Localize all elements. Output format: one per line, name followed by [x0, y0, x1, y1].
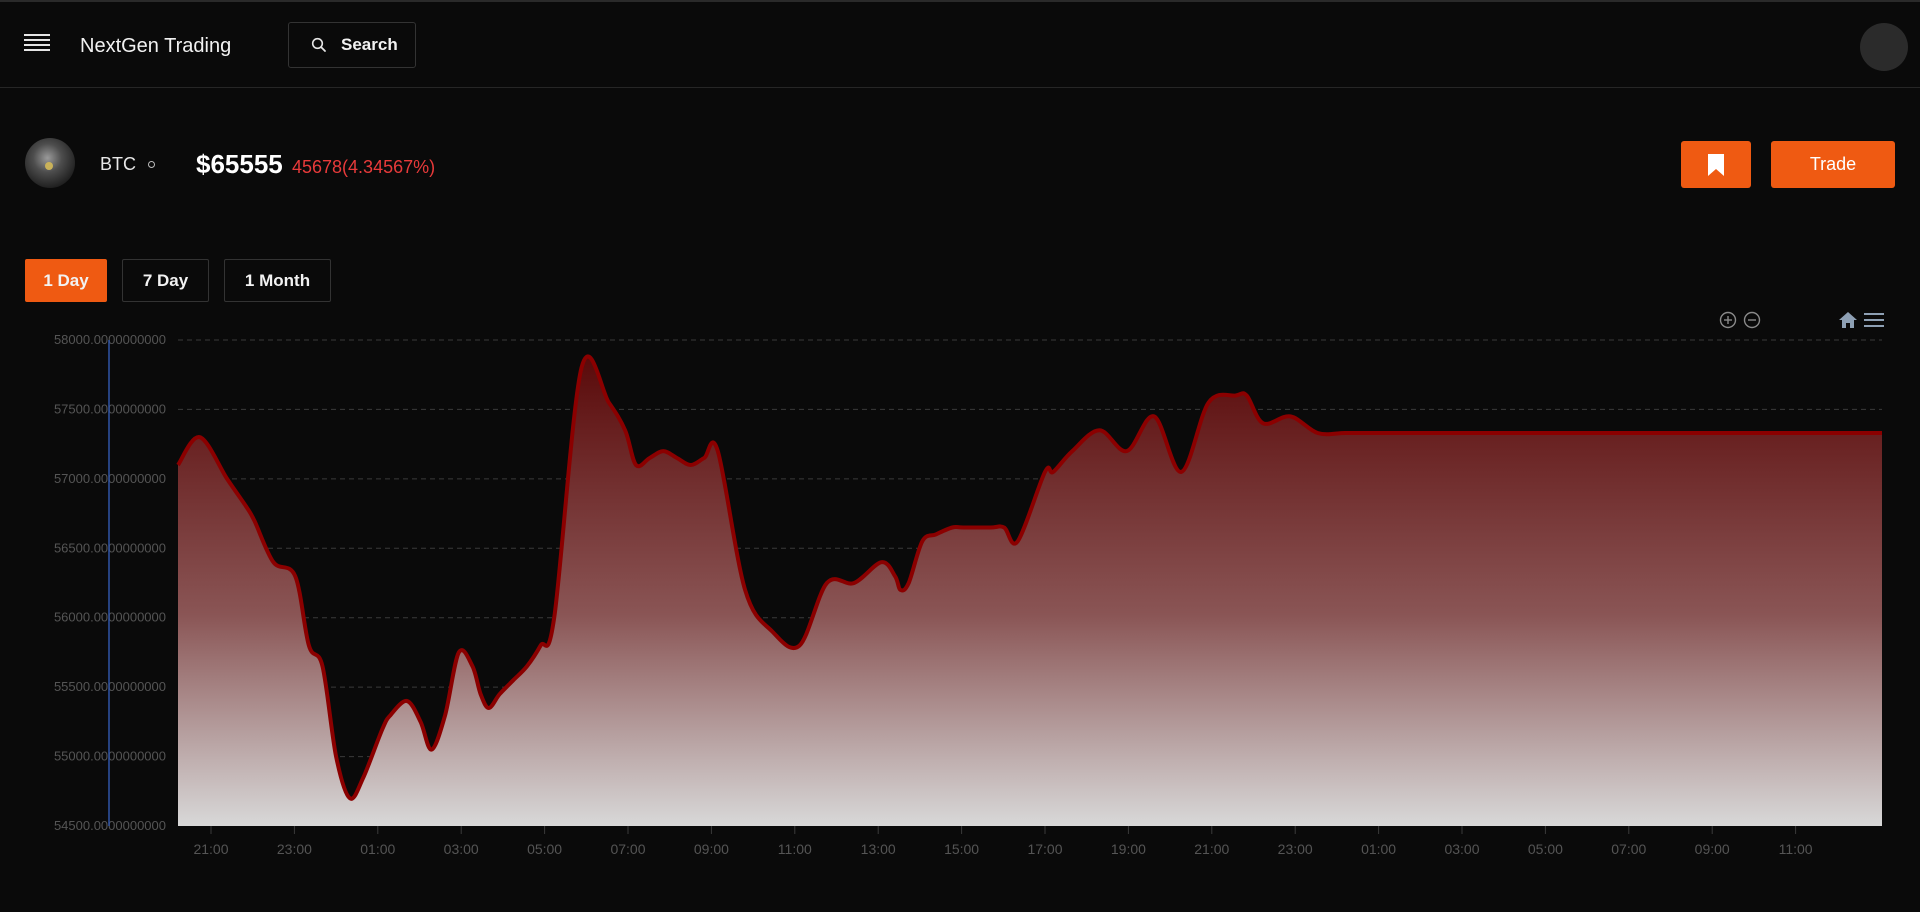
x-tick-label: 11:00 [1779, 841, 1813, 857]
y-tick-label: 56500.0000000000 [54, 540, 166, 555]
x-tick-label: 07:00 [1611, 841, 1646, 857]
price-chart-svg: 58000.0000000000 57500.0000000000 57000.00… [54, 332, 1882, 857]
x-tick-label: 23:00 [277, 841, 312, 857]
x-tick-label: 05:00 [1528, 841, 1563, 857]
bookmark-icon [1708, 153, 1724, 176]
zoom-out-icon[interactable] [1743, 311, 1761, 329]
avatar[interactable] [1860, 23, 1908, 71]
x-tick-label: 19:00 [1111, 841, 1146, 857]
x-tick-label: 07:00 [610, 841, 645, 857]
top-border [0, 0, 1920, 2]
x-tick-label: 01:00 [1361, 841, 1396, 857]
price-area [178, 356, 1882, 826]
coin-symbol: BTC [100, 154, 136, 174]
x-tick-label: 03:00 [444, 841, 479, 857]
x-tick-label: 03:00 [1444, 841, 1479, 857]
tab-1-month[interactable]: 1 Month [224, 259, 331, 302]
y-tick-label: 57500.0000000000 [54, 401, 166, 416]
coin-price: $65555 [196, 149, 283, 179]
price-chart: 58000.0000000000 57500.0000000000 57000.00… [0, 300, 1920, 870]
price-line [176, 354, 1882, 801]
y-tick-label: 56000.0000000000 [54, 610, 166, 625]
bookmark-button[interactable] [1681, 141, 1751, 188]
search-icon [311, 37, 326, 52]
x-tick-label: 23:00 [1278, 841, 1313, 857]
x-tick-label: 21:00 [193, 841, 228, 857]
tab-7-day[interactable]: 7 Day [122, 259, 209, 302]
brand-name: NextGen Trading [80, 35, 232, 57]
x-tick-label: 13:00 [861, 841, 896, 857]
y-tick-label: 55500.0000000000 [54, 679, 166, 694]
chart-menu-icon[interactable] [1863, 312, 1885, 328]
x-tick-label: 05:00 [527, 841, 562, 857]
coin-header: BTC $65555 45678(4.34567%) Trade [0, 135, 1920, 195]
menu-icon[interactable] [24, 34, 50, 54]
x-tick-label: 17:00 [1027, 841, 1062, 857]
tab-1-day[interactable]: 1 Day [25, 259, 107, 302]
navbar: NextGen Trading Search [0, 2, 1920, 88]
coin-logo [25, 138, 75, 188]
x-tick-label: 11:00 [778, 841, 812, 857]
y-tick-label: 57000.0000000000 [54, 471, 166, 486]
zoom-in-icon[interactable] [1719, 311, 1737, 329]
x-tick-label: 21:00 [1194, 841, 1229, 857]
y-tick-label: 55000.0000000000 [54, 749, 166, 764]
y-tick-label: 54500.0000000000 [54, 818, 166, 833]
home-icon[interactable] [1838, 310, 1858, 330]
status-dot-icon [148, 161, 155, 168]
x-tick-label: 09:00 [694, 841, 729, 857]
y-tick-label: 58000.0000000000 [54, 332, 166, 347]
trade-button[interactable]: Trade [1771, 141, 1895, 188]
x-tick-label: 01:00 [360, 841, 395, 857]
x-tick-label: 15:00 [944, 841, 979, 857]
search-button[interactable]: Search [288, 22, 416, 68]
coin-change: 45678(4.34567%) [292, 157, 436, 177]
x-tick-label: 09:00 [1695, 841, 1730, 857]
search-label: Search [341, 35, 398, 54]
